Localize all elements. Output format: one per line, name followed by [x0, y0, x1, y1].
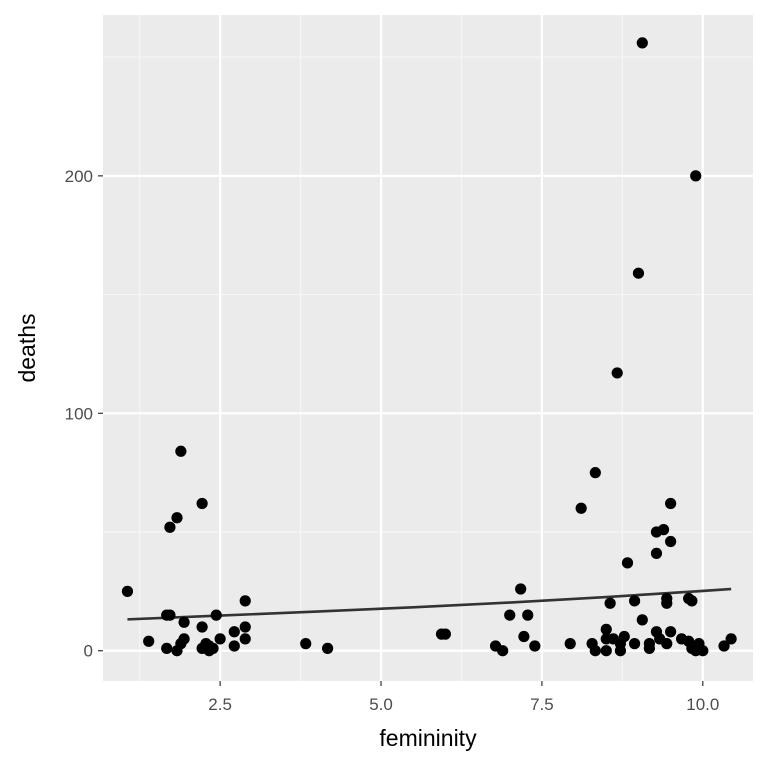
- x-tick-label: 10.0: [686, 695, 719, 714]
- data-point: [686, 595, 698, 607]
- data-point: [504, 609, 516, 621]
- data-point: [518, 630, 530, 643]
- data-point: [164, 609, 176, 621]
- data-point: [650, 547, 663, 559]
- data-point: [589, 645, 601, 657]
- data-point: [164, 521, 176, 533]
- data-point: [178, 616, 190, 628]
- data-point: [228, 626, 240, 638]
- data-point: [239, 633, 251, 645]
- plot-panel: [103, 15, 753, 681]
- data-point: [300, 638, 312, 650]
- data-point: [239, 595, 251, 607]
- y-axis-tick-labels: 0 100 200: [65, 167, 93, 661]
- y-tick-label: 200: [65, 167, 93, 186]
- data-point: [522, 609, 534, 621]
- data-point: [497, 645, 509, 657]
- data-point: [529, 640, 541, 652]
- data-point: [628, 638, 641, 650]
- data-point: [725, 633, 737, 645]
- data-point: [697, 645, 709, 657]
- x-axis-tick-labels: 2.5 5.0 7.5 10.0: [208, 695, 719, 714]
- x-tick-label: 7.5: [530, 695, 554, 714]
- data-point: [175, 445, 187, 457]
- data-point: [589, 467, 601, 479]
- data-point: [210, 609, 222, 621]
- data-point: [665, 626, 677, 638]
- x-tick-label: 2.5: [208, 695, 232, 714]
- data-point: [643, 638, 655, 650]
- data-point: [600, 645, 612, 657]
- data-point: [661, 638, 673, 650]
- data-point: [665, 535, 677, 548]
- data-point: [171, 512, 183, 524]
- y-tick-label: 0: [84, 642, 93, 661]
- y-axis-title: deaths: [14, 313, 40, 382]
- data-point: [239, 621, 251, 633]
- data-point: [178, 633, 190, 645]
- data-point: [196, 621, 208, 633]
- data-point: [718, 640, 730, 652]
- data-point: [611, 367, 623, 379]
- data-point: [636, 37, 648, 49]
- data-point: [628, 595, 641, 607]
- axis-ticks: [98, 175, 704, 686]
- data-point: [439, 628, 451, 640]
- minor-gridlines: [103, 15, 753, 681]
- data-point: [322, 642, 334, 654]
- data-point: [604, 597, 616, 609]
- data-point: [665, 497, 677, 510]
- data-point: [564, 638, 576, 650]
- data-point: [600, 623, 612, 635]
- data-point: [196, 497, 208, 510]
- data-point: [207, 642, 219, 654]
- data-point: [214, 633, 226, 645]
- data-point: [618, 630, 630, 643]
- data-point: [661, 592, 673, 605]
- data-points: [121, 37, 737, 657]
- x-tick-label: 5.0: [369, 695, 393, 714]
- data-point: [690, 170, 702, 182]
- data-point: [161, 642, 173, 654]
- data-point: [632, 267, 645, 279]
- data-point: [621, 557, 634, 569]
- data-point: [575, 502, 587, 514]
- y-tick-label: 100: [65, 404, 93, 423]
- trend-line: [127, 587, 732, 621]
- data-point: [515, 583, 527, 595]
- trend-line-layer: [127, 587, 732, 621]
- data-point: [143, 635, 155, 647]
- x-axis-title: femininity: [379, 725, 477, 751]
- data-point: [121, 585, 134, 597]
- data-point: [636, 614, 648, 626]
- data-point: [228, 640, 240, 652]
- data-point: [657, 524, 670, 536]
